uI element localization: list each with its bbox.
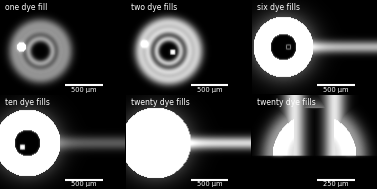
Text: 500 μm: 500 μm [197,87,222,93]
Text: twenty dye fills: twenty dye fills [131,98,190,107]
Text: twenty dye fills: twenty dye fills [257,98,316,107]
Text: one dye fill: one dye fill [5,3,48,12]
Text: two dye fills: two dye fills [131,3,177,12]
Text: 500 μm: 500 μm [197,181,222,187]
Text: 500 μm: 500 μm [71,87,97,93]
Text: ten dye fills: ten dye fills [5,98,50,107]
Text: 500 μm: 500 μm [71,181,97,187]
Text: six dye fills: six dye fills [257,3,300,12]
Text: 500 μm: 500 μm [323,87,348,93]
Text: 250 μm: 250 μm [323,181,348,187]
